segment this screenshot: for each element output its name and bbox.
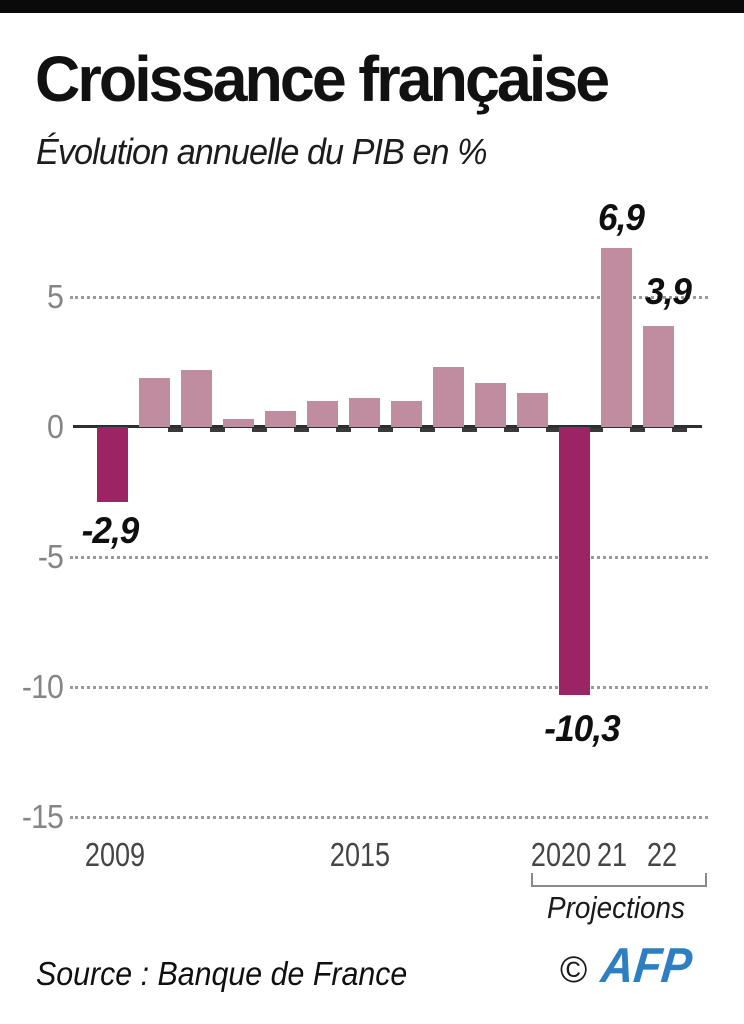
axis-tick-dash	[420, 428, 435, 432]
x-tick-label-2009: 2009	[84, 836, 146, 873]
axis-tick-dash	[210, 428, 225, 432]
bar-2009	[97, 427, 128, 503]
chart-title: Croissance française	[35, 43, 610, 115]
chart-subtitle: Évolution annuelle du PIB en %	[36, 131, 488, 172]
bar-2011	[181, 369, 212, 427]
copyright-icon: ©	[560, 949, 588, 990]
gridline--15	[70, 816, 708, 819]
afp-logo: AFP	[598, 939, 695, 993]
bar-2019	[517, 393, 548, 427]
axis-tick-dash	[294, 428, 309, 432]
x-axis-zero-line	[73, 425, 702, 428]
bar-value-label-2022: 3,9	[644, 271, 692, 312]
axis-tick-dash	[672, 428, 687, 432]
bar-2016	[391, 401, 422, 427]
bar-2015	[349, 398, 380, 427]
bar-2022	[643, 325, 674, 427]
y-tick-label-0: 0	[47, 408, 64, 445]
bar-value-label-2009: -2,9	[81, 510, 140, 551]
bar-2021	[601, 247, 632, 427]
bar-value-label-2021: 6,9	[597, 197, 645, 238]
bar-2013	[265, 411, 296, 427]
bar-2017	[433, 367, 464, 427]
gridline--10	[70, 686, 708, 689]
top-border-bar	[0, 0, 744, 13]
projections-bracket	[531, 873, 707, 887]
bar-value-label-2020: -10,3	[544, 708, 620, 749]
bar-2010	[139, 377, 170, 427]
y-tick-label-5: 5	[47, 278, 64, 315]
axis-tick-dash	[378, 428, 393, 432]
source-credit: Source : Banque de France	[36, 955, 408, 992]
axis-tick-dash	[252, 428, 267, 432]
axis-tick-dash	[546, 428, 561, 432]
bar-2014	[307, 401, 338, 427]
x-tick-label-21: 21	[596, 836, 628, 873]
bar-2020	[559, 427, 590, 695]
y-tick-label--5: -5	[37, 538, 64, 575]
axis-tick-dash	[630, 428, 645, 432]
gridline--5	[70, 556, 708, 559]
x-tick-label-2020: 2020	[530, 836, 592, 873]
y-tick-label--10: -10	[21, 668, 64, 705]
x-tick-label-2015: 2015	[329, 836, 391, 873]
axis-tick-dash	[168, 428, 183, 432]
axis-tick-dash	[462, 428, 477, 432]
bar-2018	[475, 382, 506, 427]
projections-label: Projections	[546, 890, 686, 925]
axis-tick-dash	[504, 428, 519, 432]
bar-2012	[223, 419, 254, 427]
x-tick-label-22: 22	[646, 836, 678, 873]
gridline-5	[70, 296, 708, 299]
axis-tick-dash	[588, 428, 603, 432]
y-tick-label--15: -15	[21, 798, 64, 835]
axis-tick-dash	[336, 428, 351, 432]
